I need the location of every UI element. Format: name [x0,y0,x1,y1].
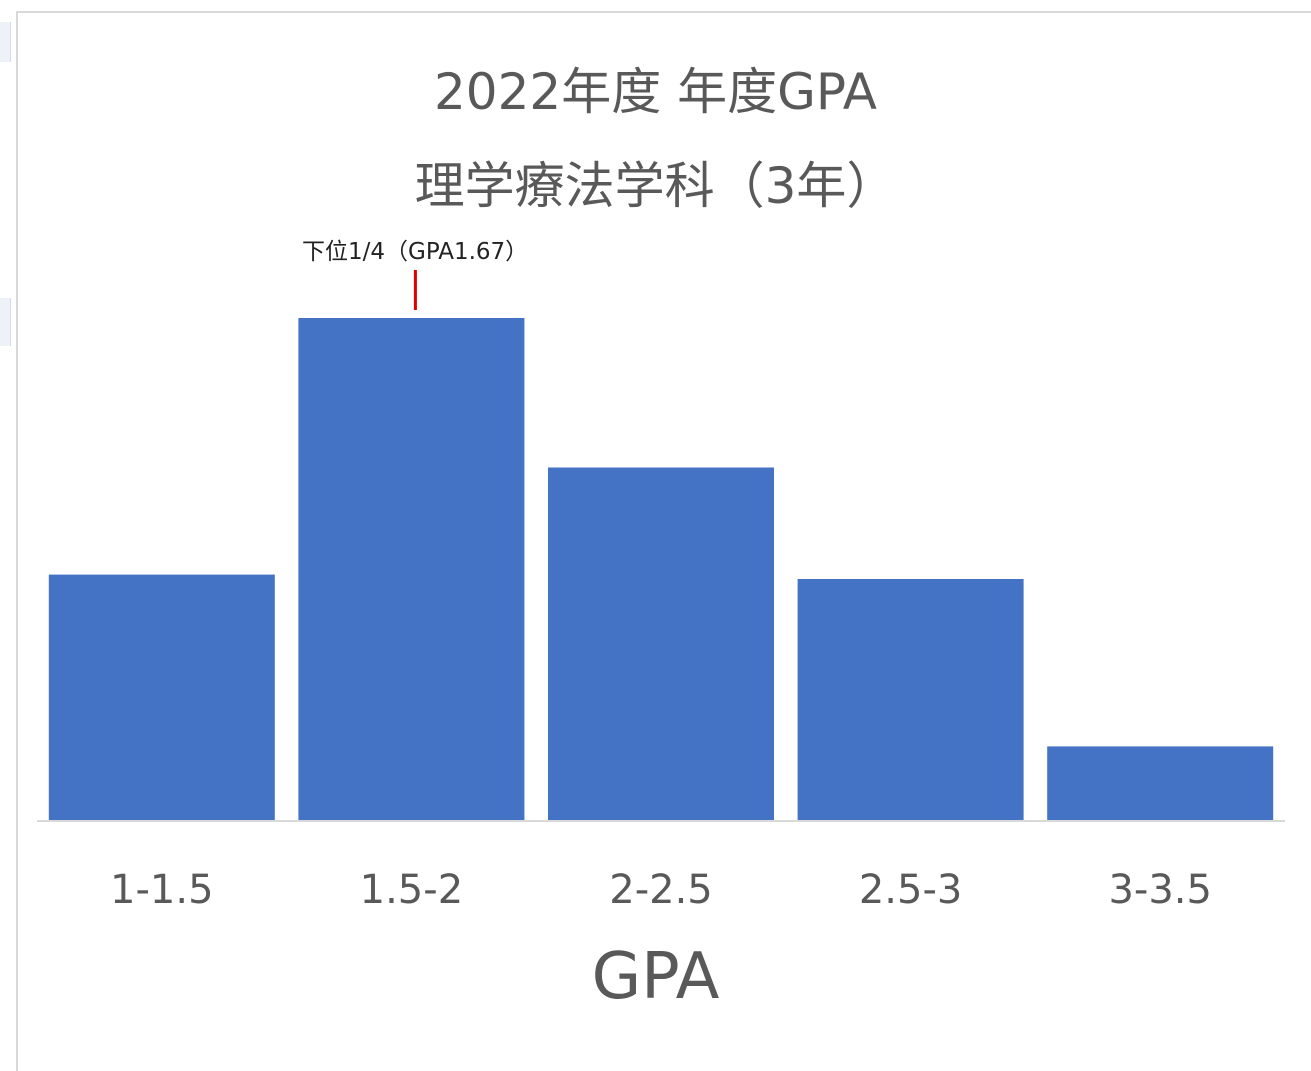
side-tab-middle [0,298,11,346]
chart-subtitle: 理学療法学科（3年） [414,157,897,215]
bar-3-3.5 [1047,746,1274,820]
side-tab-top [0,22,11,62]
chart-title: 2022年度 年度GPA [433,63,878,121]
bar-2-2.5 [548,467,774,820]
x-axis-title: GPA [591,940,720,1014]
quartile-annotation-label: 下位1/4（GPA1.67） [302,239,529,265]
x-tick-label: 1-1.5 [110,867,214,913]
chart-border [16,11,1311,1071]
bar-1.5-2 [298,318,525,820]
bar-1-1.5 [48,574,275,820]
x-tick-label: 3-3.5 [1108,867,1212,913]
x-tick-label: 2.5-3 [859,867,963,913]
x-tick-label: 2-2.5 [609,867,713,913]
bar-2.5-3 [797,579,1024,820]
x-tick-label: 1.5-2 [360,867,464,913]
